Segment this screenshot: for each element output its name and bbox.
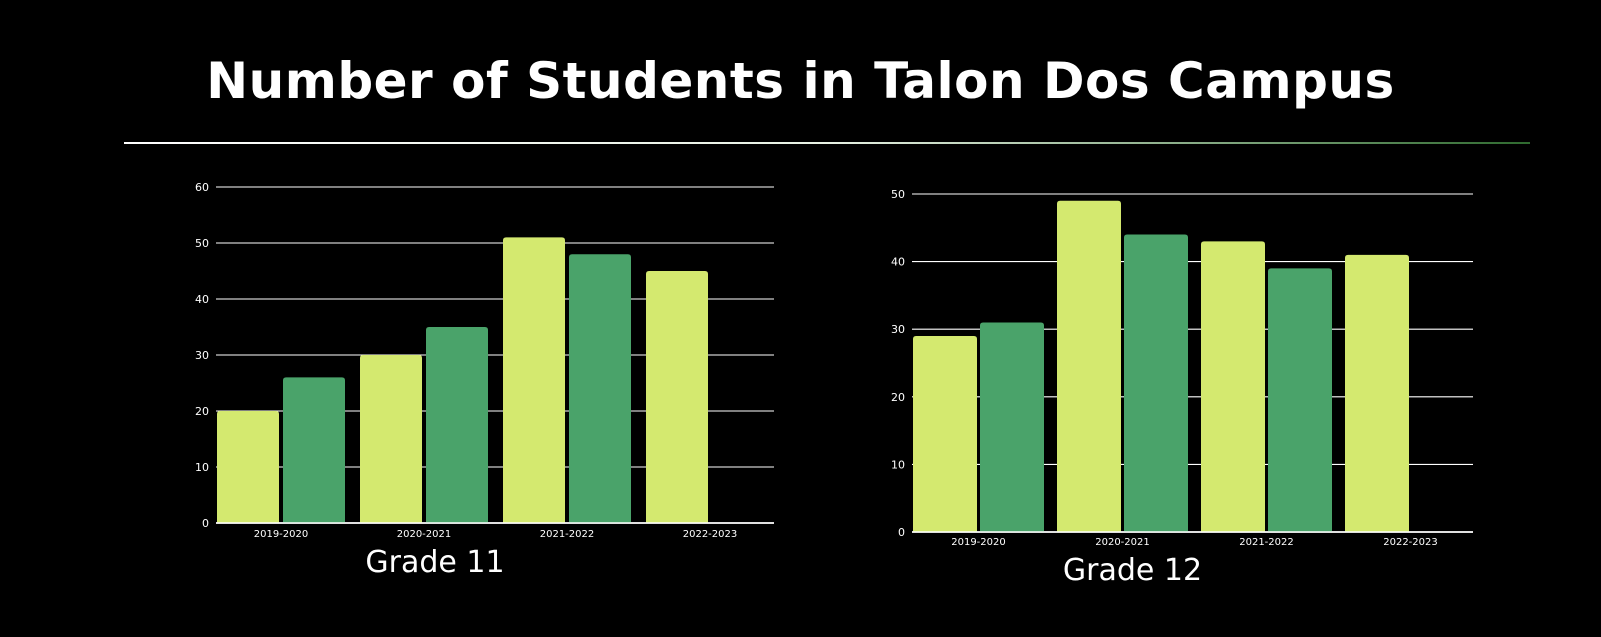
grade-12-y-tick-label: 40 — [891, 256, 905, 269]
grade-12-bar-2020-2021-series-1 — [1057, 200, 1121, 532]
grade-12-x-tick-label: 2019-2020 — [951, 537, 1006, 548]
grade-11-bar-2019-2020-series-2 — [283, 377, 345, 523]
grade-12-y-tick-label: 50 — [891, 188, 905, 201]
grade-11-y-tick-label: 50 — [195, 237, 209, 250]
grade-11-chart-title: Grade 11 — [365, 545, 504, 580]
grade-11-x-tick-label: 2019-2020 — [254, 529, 309, 540]
grade-11-y-tick-label: 0 — [202, 517, 209, 530]
grade-12-bar-2019-2020-series-1 — [913, 335, 977, 532]
page-title: Number of Students in Talon Dos Campus — [206, 52, 1395, 110]
grade-12-chart-title: Grade 12 — [1063, 553, 1202, 588]
grade-11-bar-2020-2021-series-2 — [426, 327, 488, 523]
grade-12-bar-2022-2023-series-1 — [1345, 254, 1409, 532]
grade-11-y-tick-label: 30 — [195, 349, 209, 362]
grade-12-bar-2021-2022-series-2 — [1268, 268, 1332, 532]
grade-12-bar-2020-2021-series-2 — [1124, 234, 1188, 532]
grade-11-bar-2021-2022-series-2 — [569, 254, 631, 523]
grade-11-y-tick-label: 40 — [195, 293, 209, 306]
grade-12-y-tick-label: 0 — [898, 526, 905, 539]
grade-11-x-tick-label: 2022-2023 — [683, 529, 738, 540]
grade-11-bar-2022-2023-series-1 — [646, 271, 708, 523]
grade-11-x-tick-label: 2021-2022 — [540, 529, 595, 540]
grade-12-bar-2019-2020-series-2 — [980, 322, 1044, 532]
grade-12-x-tick-label: 2021-2022 — [1239, 537, 1294, 548]
grade-11-bar-2021-2022-series-1 — [503, 237, 565, 523]
chart-grade-11: 0 10 20 30 40 50 60 2019-2020 2020-2021 2021-2022… — [195, 181, 774, 580]
grade-12-y-tick-label: 30 — [891, 323, 905, 336]
grade-11-bar-2019-2020-series-1 — [217, 411, 279, 523]
grade-11-y-tick-label: 20 — [195, 405, 209, 418]
grade-12-y-tick-label: 10 — [891, 458, 905, 471]
title-divider — [124, 142, 1530, 144]
grade-12-x-tick-label: 2022-2023 — [1383, 537, 1438, 548]
grade-12-bar-2021-2022-series-1 — [1201, 241, 1265, 532]
grade-12-x-tick-label: 2020-2021 — [1095, 537, 1150, 548]
grade-11-y-tick-label: 60 — [195, 181, 209, 194]
grade-11-bar-2020-2021-series-1 — [360, 355, 422, 523]
grade-11-y-tick-label: 10 — [195, 461, 209, 474]
grade-12-y-tick-label: 20 — [891, 391, 905, 404]
grade-11-x-tick-label: 2020-2021 — [397, 529, 452, 540]
